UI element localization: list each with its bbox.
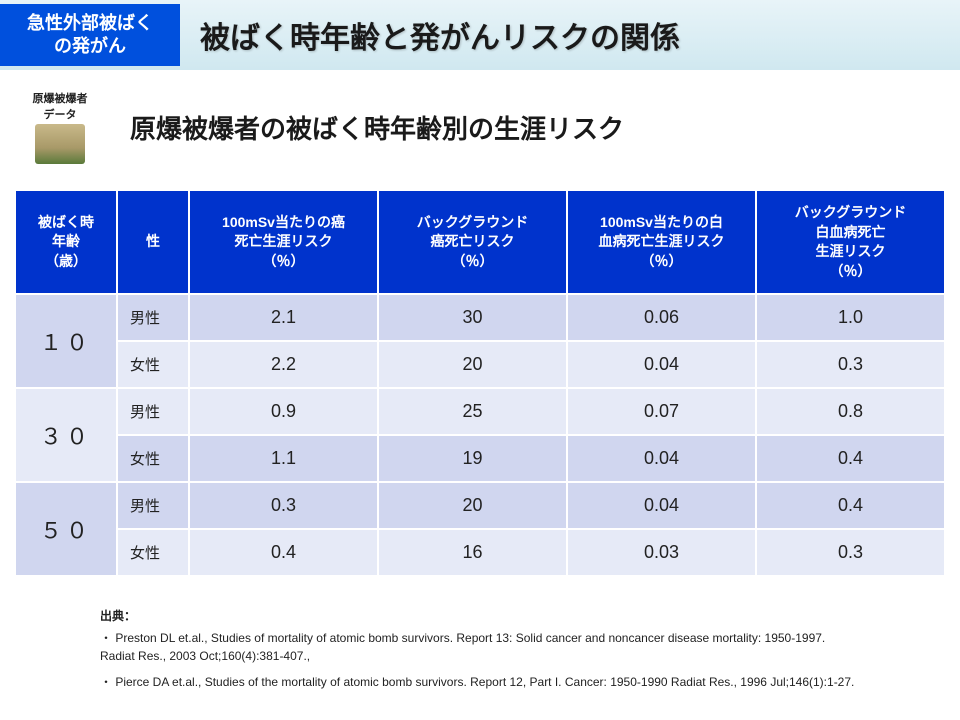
sub-title: 原爆被爆者の被ばく時年齢別の生涯リスク [130, 109, 624, 146]
table-row: １０男性2.1300.061.0 [16, 295, 944, 340]
value-cell: 20 [379, 483, 566, 528]
value-cell: 0.04 [568, 483, 755, 528]
header-bar: 急性外部被ばく の発がん 被ばく時年齢と発がんリスクの関係 [0, 0, 960, 70]
sex-cell: 女性 [118, 436, 188, 481]
value-cell: 0.06 [568, 295, 755, 340]
value-cell: 0.4 [757, 436, 944, 481]
value-cell: 20 [379, 342, 566, 387]
category-badge: 急性外部被ばく の発がん [0, 4, 180, 67]
sex-cell: 男性 [118, 389, 188, 434]
value-cell: 0.3 [757, 530, 944, 575]
sub-header: 原爆被爆者データ 原爆被爆者の被ばく時年齢別の生涯リスク [20, 90, 960, 164]
citation-2: ・ Pierce DA et.al., Studies of the morta… [100, 673, 960, 691]
value-cell: 0.9 [190, 389, 377, 434]
citations: 出典： ・ Preston DL et.al., Studies of mort… [100, 607, 960, 691]
th-col1: 100mSv当たりの癌死亡生涯リスク（％） [190, 191, 377, 293]
value-cell: 0.03 [568, 530, 755, 575]
value-cell: 1.1 [190, 436, 377, 481]
sex-cell: 女性 [118, 342, 188, 387]
value-cell: 30 [379, 295, 566, 340]
building-icon [35, 124, 85, 164]
data-source-label: 原爆被爆者データ [20, 90, 100, 122]
sex-cell: 男性 [118, 295, 188, 340]
page-title: 被ばく時年齢と発がんリスクの関係 [200, 13, 680, 57]
th-col4: バックグラウンド白血病死亡生涯リスク（％） [757, 191, 944, 293]
table-row: ５０男性0.3200.040.4 [16, 483, 944, 528]
age-cell: ３０ [16, 389, 116, 481]
value-cell: 0.04 [568, 342, 755, 387]
value-cell: 0.07 [568, 389, 755, 434]
age-cell: ５０ [16, 483, 116, 575]
table-row: 女性2.2200.040.3 [16, 342, 944, 387]
sex-cell: 女性 [118, 530, 188, 575]
value-cell: 19 [379, 436, 566, 481]
age-cell: １０ [16, 295, 116, 387]
table-row: ３０男性0.9250.070.8 [16, 389, 944, 434]
value-cell: 0.3 [757, 342, 944, 387]
citation-1: ・ Preston DL et.al., Studies of mortalit… [100, 629, 960, 665]
th-age: 被ばく時年齢（歳） [16, 191, 116, 293]
category-line2: の発がん [54, 36, 126, 56]
data-source-badge: 原爆被爆者データ [20, 90, 100, 164]
table-header: 被ばく時年齢（歳） 性 100mSv当たりの癌死亡生涯リスク（％） バックグラウ… [16, 191, 944, 293]
table-body: １０男性2.1300.061.0女性2.2200.040.3３０男性0.9250… [16, 295, 944, 575]
th-sex: 性 [118, 191, 188, 293]
value-cell: 0.4 [190, 530, 377, 575]
table-row: 女性1.1190.040.4 [16, 436, 944, 481]
th-col3: 100mSv当たりの白血病死亡生涯リスク（％） [568, 191, 755, 293]
value-cell: 1.0 [757, 295, 944, 340]
category-line1: 急性外部被ばく [27, 13, 153, 33]
value-cell: 0.04 [568, 436, 755, 481]
th-col2: バックグラウンド癌死亡リスク（％） [379, 191, 566, 293]
value-cell: 16 [379, 530, 566, 575]
table-row: 女性0.4160.030.3 [16, 530, 944, 575]
value-cell: 25 [379, 389, 566, 434]
value-cell: 2.2 [190, 342, 377, 387]
value-cell: 0.3 [190, 483, 377, 528]
citation-label: 出典： [100, 607, 960, 625]
value-cell: 2.1 [190, 295, 377, 340]
risk-table: 被ばく時年齢（歳） 性 100mSv当たりの癌死亡生涯リスク（％） バックグラウ… [14, 189, 946, 577]
value-cell: 0.8 [757, 389, 944, 434]
sex-cell: 男性 [118, 483, 188, 528]
value-cell: 0.4 [757, 483, 944, 528]
